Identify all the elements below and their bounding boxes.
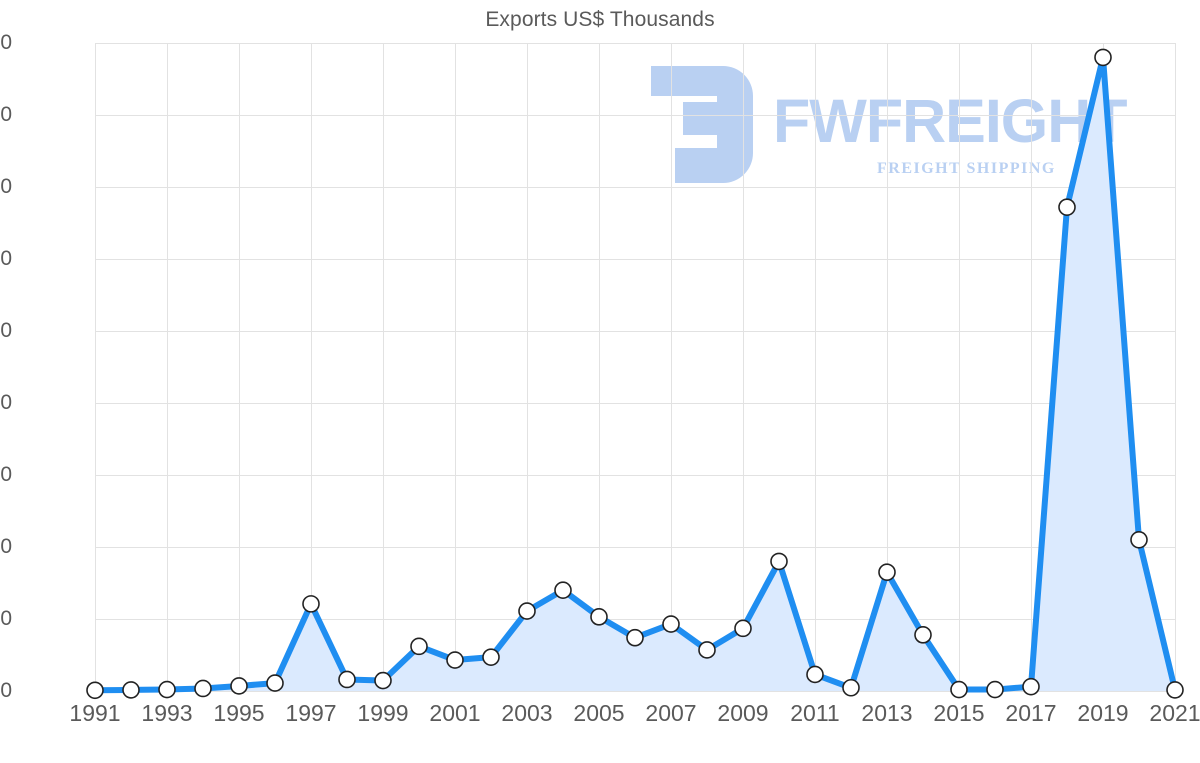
data-point-marker[interactable] [410,637,428,656]
x-axis-tick-label: 2015 [933,700,985,726]
data-point-marker[interactable] [806,665,824,684]
data-point-marker[interactable] [554,581,572,600]
gridline-vertical [527,43,528,691]
data-point-marker[interactable] [266,674,284,692]
y-axis-tick-label: 40 000 [0,391,12,414]
gridline-horizontal [95,547,1175,548]
data-point-marker[interactable] [230,677,248,695]
series-line [92,54,1178,694]
data-point-marker[interactable] [626,628,644,647]
y-axis-tick-label: 70 000 [0,175,12,198]
x-axis-tick-label: 2019 [1077,700,1129,726]
x-axis-tick-label: 2011 [790,700,840,726]
x-axis-tick-label: 2005 [573,700,625,726]
data-point-marker[interactable] [518,602,536,620]
y-axis-tick-label: 0 [0,679,12,702]
y-axis-tick-label: 90 000 [0,31,12,54]
data-point-marker[interactable] [734,619,752,638]
x-axis-tick-label: 2007 [645,700,697,726]
x-axis-tick-label: 1997 [285,700,337,726]
data-point-marker[interactable] [86,681,104,700]
gridline-vertical [959,43,960,691]
gridline-vertical [95,43,96,691]
y-axis-tick-label: 50 000 [0,319,12,342]
x-axis-tick-label: 1991 [69,700,121,726]
gridline-horizontal [95,691,1175,692]
gridline-vertical [743,43,744,691]
y-axis-tick-label: 80 000 [0,103,12,126]
y-axis-tick-label: 60 000 [0,247,12,270]
gridline-vertical [671,43,672,691]
data-point-marker[interactable] [374,671,392,690]
data-point-marker[interactable] [1022,677,1040,696]
data-point-marker[interactable] [302,595,320,613]
y-axis-tick-label: 30 000 [0,463,12,486]
y-axis-tick-label: 10 000 [0,607,12,630]
gridline-horizontal [95,115,1175,116]
gridline-vertical [311,43,312,691]
data-point-marker[interactable] [662,615,680,633]
data-point-marker[interactable] [878,563,896,582]
gridline-vertical [167,43,168,691]
data-point-marker[interactable] [1130,530,1148,549]
gridline-vertical [383,43,384,691]
data-point-marker[interactable] [446,651,464,669]
data-point-marker[interactable] [1094,48,1112,67]
gridline-vertical [599,43,600,691]
data-point-marker[interactable] [158,680,176,699]
x-axis-tick-label: 2013 [861,700,913,726]
data-point-marker[interactable] [1058,198,1076,216]
x-axis-tick-label: 2009 [717,700,769,726]
y-axis-tick-label: 20 000 [0,535,12,558]
data-point-marker[interactable] [590,608,608,626]
gridline-horizontal [95,403,1175,404]
x-axis-tick-label: 1993 [141,700,193,726]
gridline-horizontal [95,475,1175,476]
gridline-vertical [1175,43,1176,691]
data-point-markers [86,48,1184,700]
data-point-marker[interactable] [986,680,1004,699]
area-fill [95,57,1175,691]
x-axis-tick-label: 1995 [213,700,265,726]
gridline-horizontal [95,43,1175,44]
gridline-vertical [1031,43,1032,691]
data-point-marker[interactable] [194,679,212,698]
data-point-marker[interactable] [482,648,500,666]
gridline-vertical [455,43,456,691]
gridline-horizontal [95,187,1175,188]
x-axis-tick-label: 2003 [501,700,553,726]
x-axis-tick-label: 2021 [1149,700,1200,726]
gridline-vertical [815,43,816,691]
x-axis-tick-label: 2001 [429,700,481,726]
gridline-horizontal [95,619,1175,620]
data-point-marker[interactable] [950,680,968,699]
data-point-marker[interactable] [338,670,356,689]
x-axis-tick-label: 1999 [357,700,409,726]
x-axis-tick-label: 2017 [1005,700,1057,726]
gridline-horizontal [95,259,1175,260]
data-point-marker[interactable] [914,626,932,644]
data-point-marker[interactable] [770,552,788,571]
data-point-marker[interactable] [122,681,140,699]
data-point-marker[interactable] [842,678,860,697]
data-point-marker[interactable] [698,641,716,659]
gridline-vertical [239,43,240,691]
plot-area [95,43,1176,692]
gridline-horizontal [95,331,1175,332]
gridline-vertical [887,43,888,691]
data-point-marker[interactable] [1166,681,1184,699]
chart-title: Exports US$ Thousands [485,8,715,31]
